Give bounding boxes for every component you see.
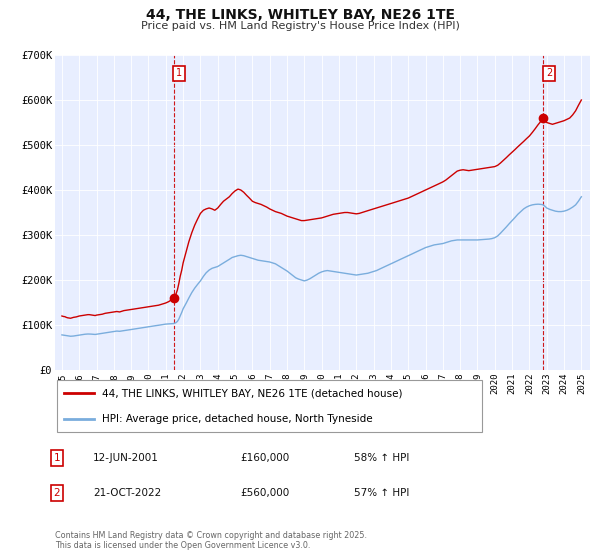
Text: 1: 1 (176, 68, 182, 78)
Text: 12-JUN-2001: 12-JUN-2001 (93, 453, 159, 463)
Text: 58% ↑ HPI: 58% ↑ HPI (354, 453, 409, 463)
Text: 2: 2 (53, 488, 61, 498)
Text: Price paid vs. HM Land Registry's House Price Index (HPI): Price paid vs. HM Land Registry's House … (140, 21, 460, 31)
Text: £160,000: £160,000 (240, 453, 289, 463)
Text: 21-OCT-2022: 21-OCT-2022 (93, 488, 161, 498)
Text: 57% ↑ HPI: 57% ↑ HPI (354, 488, 409, 498)
FancyBboxPatch shape (57, 380, 482, 432)
Text: Contains HM Land Registry data © Crown copyright and database right 2025.
This d: Contains HM Land Registry data © Crown c… (55, 530, 367, 550)
Text: 2: 2 (546, 68, 552, 78)
Text: 1: 1 (53, 453, 61, 463)
Text: £560,000: £560,000 (240, 488, 289, 498)
Text: 44, THE LINKS, WHITLEY BAY, NE26 1TE: 44, THE LINKS, WHITLEY BAY, NE26 1TE (146, 8, 455, 22)
Text: 44, THE LINKS, WHITLEY BAY, NE26 1TE (detached house): 44, THE LINKS, WHITLEY BAY, NE26 1TE (de… (102, 388, 403, 398)
Text: HPI: Average price, detached house, North Tyneside: HPI: Average price, detached house, Nort… (102, 414, 373, 424)
